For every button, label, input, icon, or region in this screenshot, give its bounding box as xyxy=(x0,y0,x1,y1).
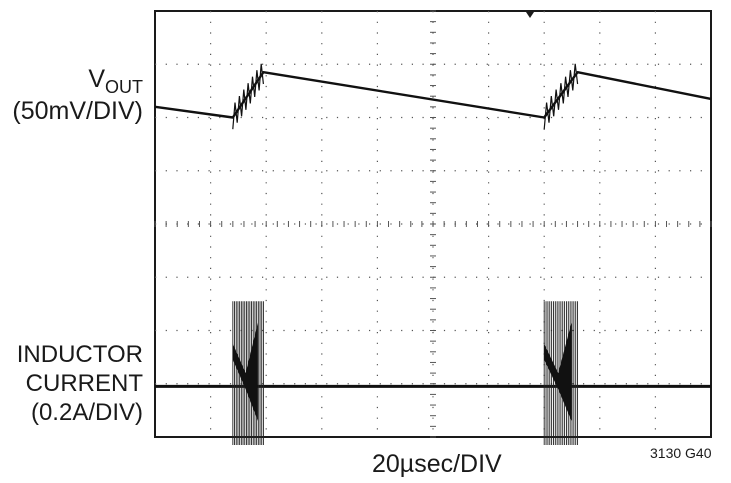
x-axis-label: 20µsec/DIV xyxy=(372,450,502,478)
inductor-current-burst-envelope xyxy=(544,322,572,422)
grid xyxy=(154,10,712,438)
vout-trace xyxy=(154,71,712,119)
vout-label-main: V xyxy=(88,65,105,93)
vout-scale: (50mV/DIV) xyxy=(12,97,143,125)
vout-ripple xyxy=(232,63,264,130)
inductor-current-burst-envelope xyxy=(232,322,258,422)
inductor-label-line-3: (0.2A/DIV) xyxy=(30,399,143,426)
figure-id: 3130 G40 xyxy=(650,445,712,461)
trigger-marker xyxy=(526,12,534,18)
inductor-label-line-2: CURRENT xyxy=(25,370,143,397)
traces xyxy=(154,63,712,445)
vout-label-sub: OUT xyxy=(105,77,143,97)
vout-label: VOUT (50mV/DIV) xyxy=(12,64,143,126)
inductor-current-label: INDUCTOR CURRENT (0.2A/DIV) xyxy=(17,340,143,427)
vout-ripple xyxy=(543,63,579,130)
inductor-label-line-1: INDUCTOR xyxy=(16,341,143,368)
